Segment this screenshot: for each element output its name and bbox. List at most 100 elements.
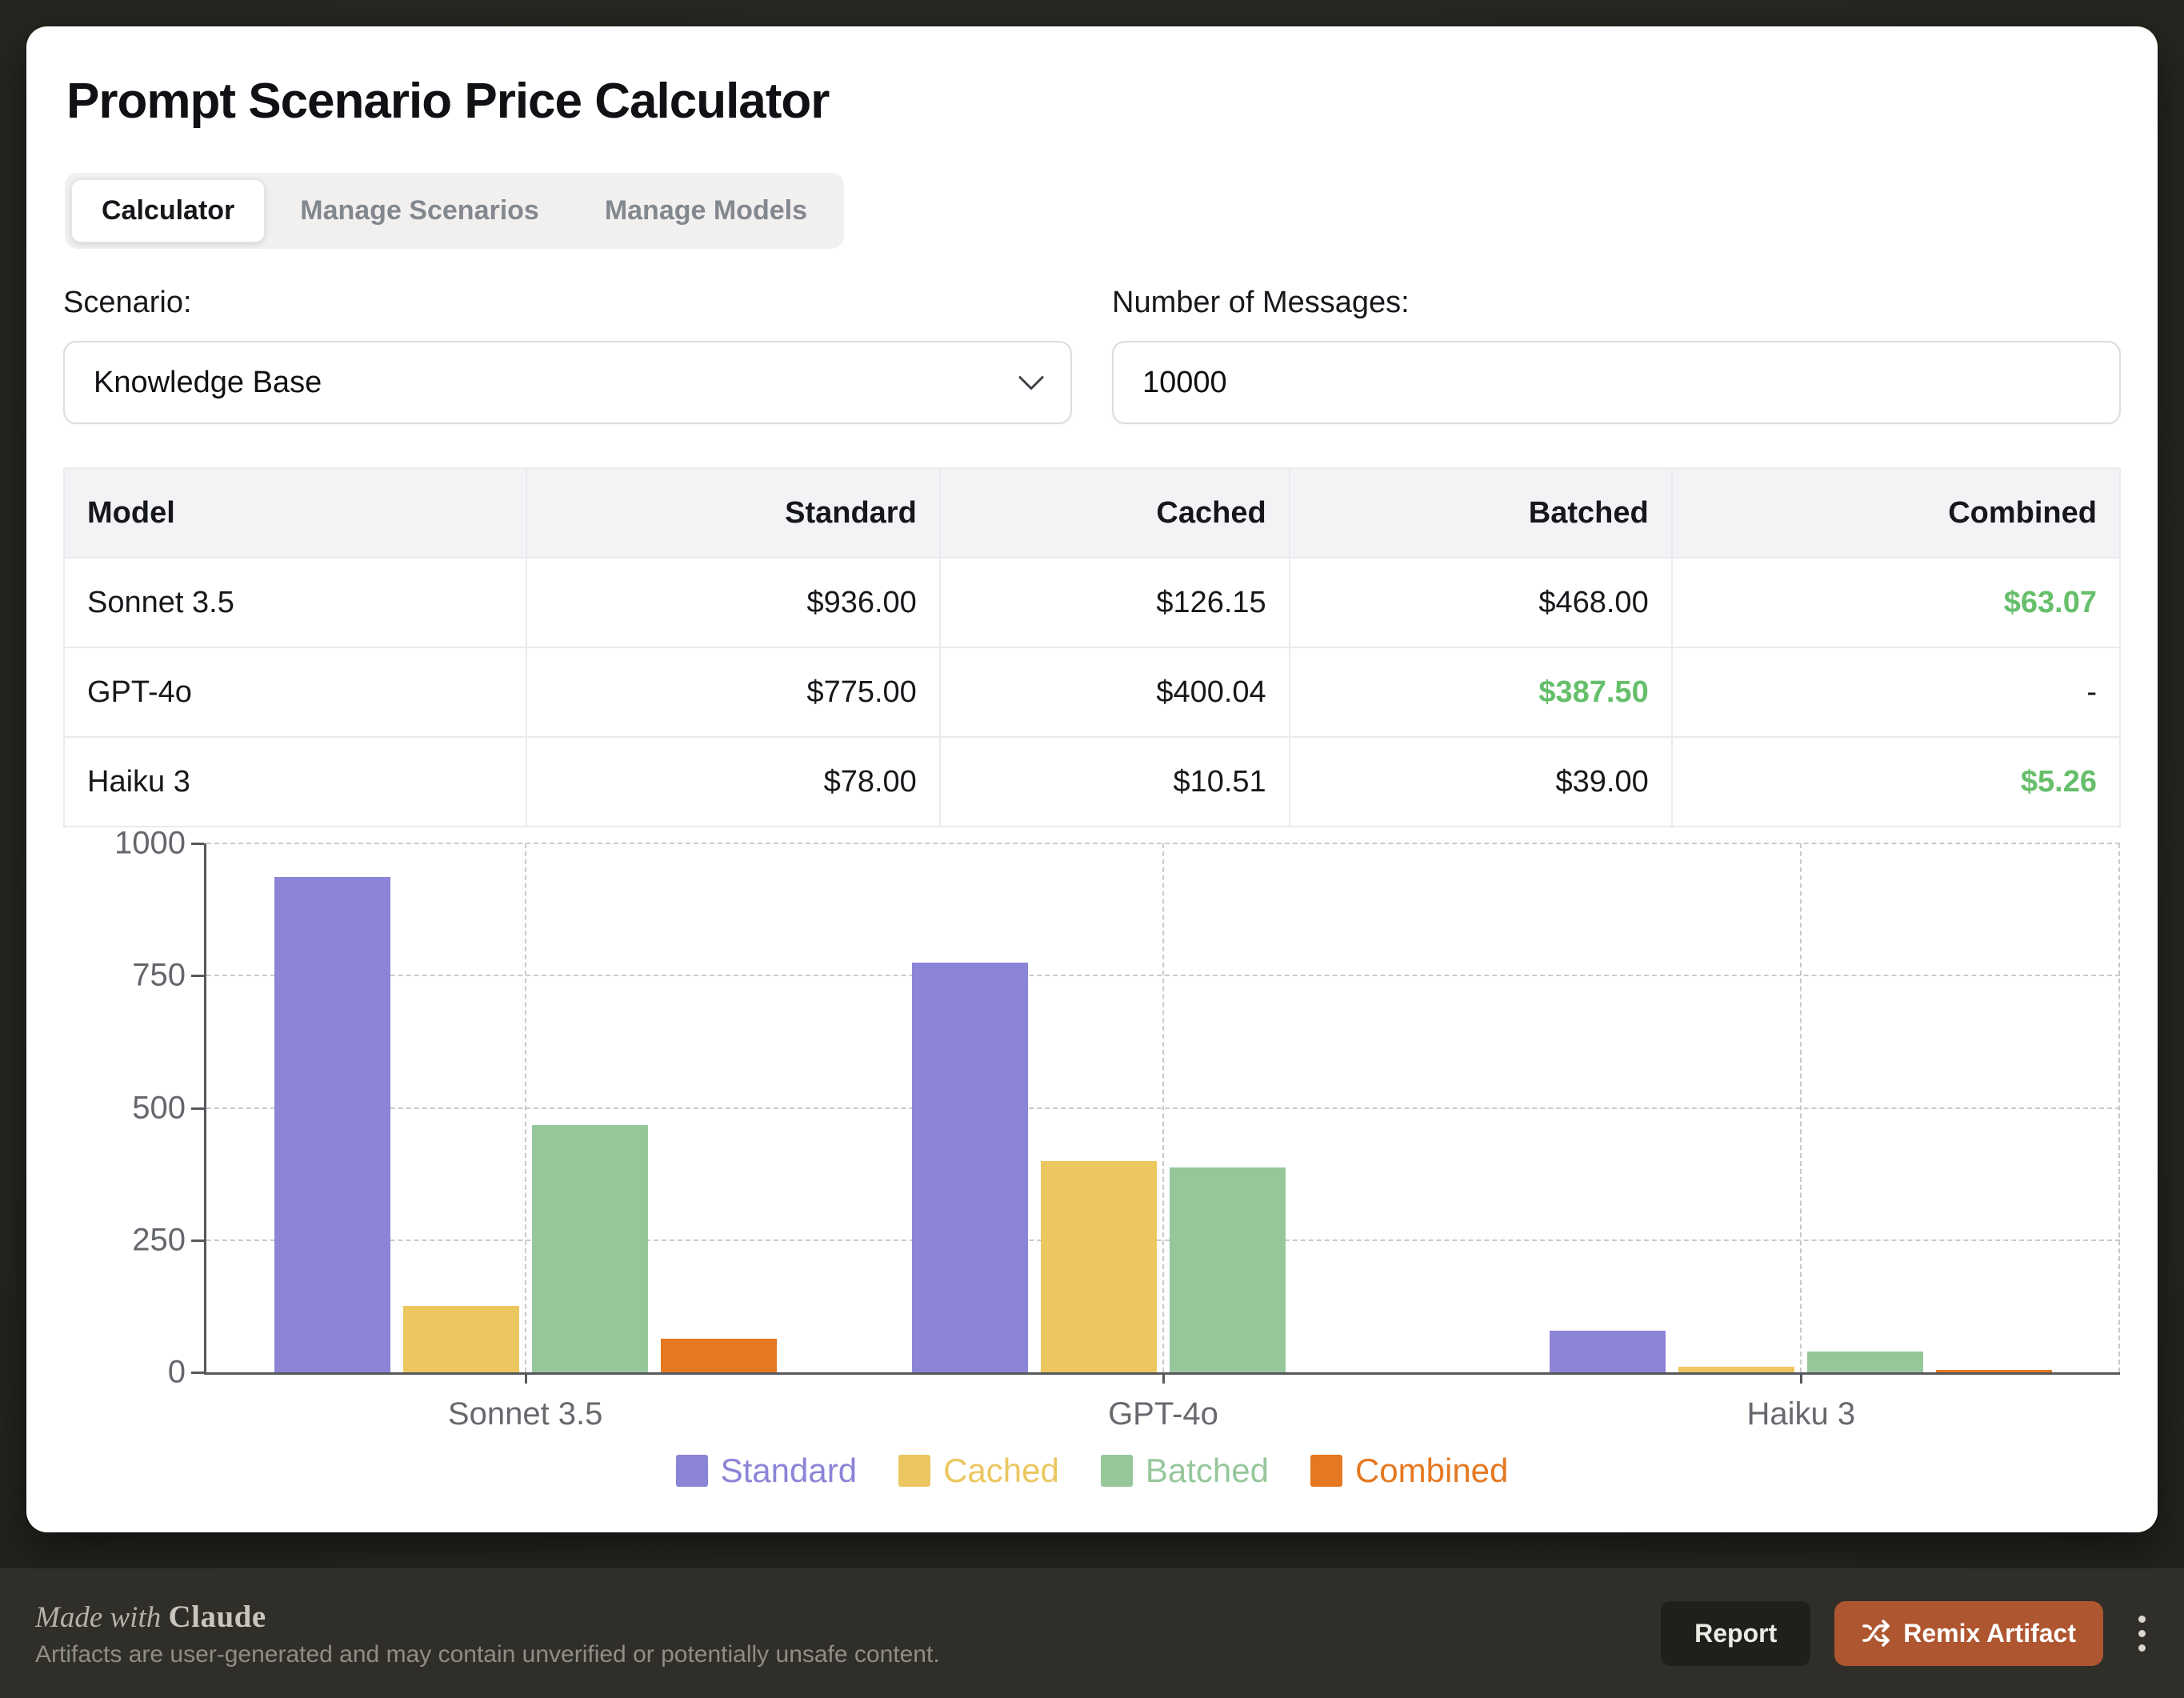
column-header-batched: Batched xyxy=(1288,467,1673,559)
x-axis-tick xyxy=(1162,1372,1165,1384)
artifact-footer-bar: Made with Claude Artifacts are user-gene… xyxy=(0,1568,2184,1698)
table-cell: GPT-4o xyxy=(62,647,528,738)
tab-calculator[interactable]: Calculator xyxy=(71,179,266,242)
bar-group-sonnet-3-5 xyxy=(206,843,844,1372)
gridline-vertical xyxy=(1162,843,1164,1372)
made-with-text: Made with xyxy=(35,1600,162,1634)
chart-plot-area: 0 250 500 750 1000 Sonnet 3.5 GPT-4o Haiku 3 xyxy=(114,826,2120,1432)
table-cell: $936.00 xyxy=(526,557,941,648)
table-cell: Sonnet 3.5 xyxy=(62,557,528,648)
footer-info: Made with Claude Artifacts are user-gene… xyxy=(35,1599,940,1668)
table-cell: $5.26 xyxy=(1670,736,2122,827)
x-axis-tick xyxy=(524,1372,527,1384)
bar-group-gpt-4o xyxy=(844,843,1482,1372)
legend-item-cached[interactable]: Cached xyxy=(898,1452,1059,1490)
bar-standard xyxy=(274,877,390,1372)
made-with-claude: Made with Claude xyxy=(35,1599,940,1635)
messages-control: Number of Messages: xyxy=(1112,286,2121,424)
gridline-vertical xyxy=(524,843,526,1372)
page-title: Prompt Scenario Price Calculator xyxy=(66,74,830,129)
table-cell: $39.00 xyxy=(1288,736,1673,827)
bar-cached xyxy=(1040,1160,1157,1372)
table-cell: $126.15 xyxy=(938,557,1290,648)
y-axis-label: 0 xyxy=(167,1354,186,1390)
bar-cached xyxy=(1678,1367,1795,1372)
messages-label: Number of Messages: xyxy=(1112,286,1410,319)
tab-manage-models[interactable]: Manage Models xyxy=(604,195,807,226)
table-cell: $400.04 xyxy=(938,647,1290,738)
scenario-control: Scenario: Knowledge Base xyxy=(63,286,1072,424)
legend-item-standard[interactable]: Standard xyxy=(675,1452,858,1490)
y-axis-tick xyxy=(191,843,204,845)
table-cell: $10.51 xyxy=(938,736,1290,827)
legend-swatch xyxy=(898,1455,931,1487)
legend-label: Combined xyxy=(1354,1452,1509,1489)
shuffle-icon xyxy=(1862,1619,1890,1648)
legend-label: Standard xyxy=(720,1452,858,1489)
footer-actions: Report Remix Artifact xyxy=(1661,1600,2157,1666)
artifact-card: Prompt Scenario Price Calculator Calcula… xyxy=(26,26,2158,1532)
bar-combined xyxy=(660,1339,777,1372)
bar-batched xyxy=(531,1124,648,1372)
report-button[interactable]: Report xyxy=(1661,1600,1811,1666)
x-axis-tick xyxy=(1800,1372,1803,1384)
scenario-select[interactable]: Knowledge Base xyxy=(63,341,1072,424)
table-row: Sonnet 3.5 $936.00 $126.15 $468.00 $63.07 xyxy=(62,557,2122,648)
y-axis-tick xyxy=(191,1239,204,1242)
column-header-standard: Standard xyxy=(526,467,941,559)
table-cell: $468.00 xyxy=(1288,557,1673,648)
legend-swatch xyxy=(1310,1455,1342,1487)
bar-batched xyxy=(1807,1352,1924,1372)
x-axis-label: Haiku 3 xyxy=(1746,1396,1856,1432)
kebab-dot xyxy=(2138,1615,2146,1623)
bar-cached xyxy=(402,1305,519,1372)
y-axis-label: 250 xyxy=(132,1222,186,1258)
messages-input[interactable] xyxy=(1112,341,2121,424)
table-cell: - xyxy=(1670,647,2122,738)
legend-label: Cached xyxy=(943,1452,1059,1489)
tab-manage-scenarios[interactable]: Manage Scenarios xyxy=(300,195,539,226)
legend-swatch xyxy=(675,1455,708,1487)
remix-button-label: Remix Artifact xyxy=(1903,1618,2076,1648)
controls-row: Scenario: Knowledge Base Number of Messa… xyxy=(63,286,2121,424)
table-cell: $78.00 xyxy=(526,736,941,827)
kebab-dot xyxy=(2138,1629,2146,1637)
artifact-disclaimer: Artifacts are user-generated and may con… xyxy=(35,1640,940,1668)
y-axis-label: 1000 xyxy=(114,825,186,861)
overflow-menu-button[interactable] xyxy=(2127,1608,2157,1660)
scenario-select-value: Knowledge Base xyxy=(94,365,322,399)
gridline-vertical xyxy=(1800,843,1802,1372)
y-axis-tick xyxy=(191,975,204,978)
price-table-header: Model Standard Cached Batched Combined xyxy=(62,467,2122,559)
price-table: Model Standard Cached Batched Combined Sonne… xyxy=(62,467,2122,827)
chevron-down-icon xyxy=(1018,366,1045,400)
column-header-model: Model xyxy=(62,467,528,559)
bar-standard xyxy=(911,962,1028,1372)
gridline-vertical xyxy=(2118,843,2120,1372)
table-cell: $63.07 xyxy=(1670,557,2122,648)
x-axis-label: GPT-4o xyxy=(1108,1396,1218,1432)
y-axis-label: 750 xyxy=(132,957,186,993)
remix-artifact-button[interactable]: Remix Artifact xyxy=(1834,1600,2103,1666)
bar-standard xyxy=(1550,1331,1666,1372)
bar-batched xyxy=(1169,1167,1286,1372)
claude-brand: Claude xyxy=(168,1599,266,1634)
column-header-combined: Combined xyxy=(1670,467,2122,559)
table-cell: $387.50 xyxy=(1288,647,1673,738)
legend-item-combined[interactable]: Combined xyxy=(1310,1452,1508,1490)
table-row: Haiku 3 $78.00 $10.51 $39.00 $5.26 xyxy=(62,736,2122,827)
legend-item-batched[interactable]: Batched xyxy=(1100,1452,1269,1490)
y-axis-label: 500 xyxy=(132,1090,186,1125)
table-row: GPT-4o $775.00 $400.04 $387.50- xyxy=(62,647,2122,738)
y-axis-tick xyxy=(191,1372,204,1374)
table-cell: $775.00 xyxy=(526,647,941,738)
chart-legend: Standard Cached Batched Combined xyxy=(63,1452,2121,1490)
legend-label: Batched xyxy=(1145,1452,1269,1489)
table-cell: Haiku 3 xyxy=(62,736,528,827)
tab-bar: Calculator Manage Scenarios Manage Model… xyxy=(65,173,844,249)
y-axis-tick xyxy=(191,1107,204,1110)
x-axis-label: Sonnet 3.5 xyxy=(447,1396,603,1432)
column-header-cached: Cached xyxy=(938,467,1290,559)
kebab-dot xyxy=(2138,1644,2146,1652)
